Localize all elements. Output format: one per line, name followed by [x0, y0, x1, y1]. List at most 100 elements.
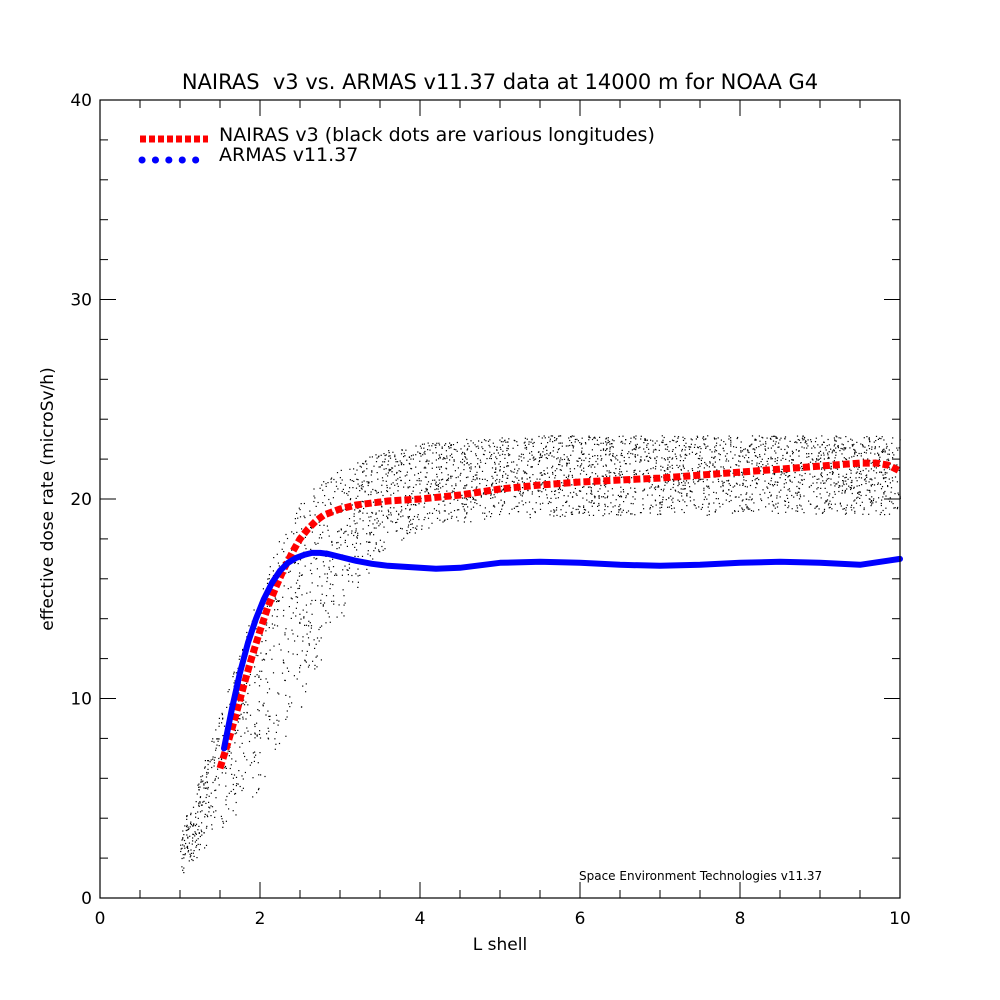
longitude-dot	[373, 465, 375, 467]
longitude-dot	[669, 456, 671, 458]
longitude-dot	[588, 453, 590, 455]
longitude-dot	[420, 480, 422, 482]
longitude-dot	[712, 481, 714, 483]
longitude-dot	[840, 447, 842, 450]
longitude-dot	[851, 444, 853, 446]
longitude-dot	[817, 444, 819, 446]
longitude-dot	[853, 443, 855, 445]
longitude-dot	[230, 752, 232, 754]
longitude-dot	[635, 473, 637, 475]
longitude-dot	[344, 531, 346, 533]
longitude-dot	[583, 467, 585, 469]
longitude-dot	[322, 605, 324, 607]
longitude-dot	[667, 446, 669, 448]
longitude-dot	[197, 843, 199, 845]
longitude-dot	[272, 672, 275, 674]
longitude-dot	[212, 738, 214, 740]
longitude-dot	[864, 478, 866, 480]
longitude-dot	[881, 499, 883, 501]
longitude-dot	[371, 511, 373, 514]
longitude-dot	[468, 445, 470, 447]
longitude-dot	[765, 465, 767, 467]
longitude-dot	[475, 446, 477, 448]
longitude-dot	[514, 468, 516, 470]
longitude-dot	[775, 437, 777, 439]
longitude-dot	[250, 733, 252, 735]
longitude-dot	[898, 494, 900, 496]
longitude-dot	[446, 455, 448, 457]
longitude-dot	[566, 463, 568, 465]
longitude-dot	[619, 461, 621, 463]
longitude-dot	[720, 486, 722, 488]
longitude-dot	[714, 456, 716, 458]
longitude-dot	[635, 445, 637, 447]
longitude-dot	[866, 449, 868, 451]
longitude-dot	[266, 582, 269, 584]
longitude-dot	[655, 504, 657, 506]
longitude-dot	[634, 487, 636, 489]
longitude-dot	[870, 468, 872, 470]
longitude-dot	[788, 488, 790, 490]
longitude-dot	[874, 490, 876, 492]
longitude-dot	[844, 477, 846, 479]
longitude-dot	[194, 825, 197, 827]
longitude-dot	[894, 476, 897, 478]
longitude-dot	[791, 450, 793, 452]
longitude-dot	[617, 494, 619, 496]
longitude-dot	[845, 458, 848, 461]
longitude-dot	[361, 481, 363, 483]
longitude-dot	[619, 465, 622, 467]
longitude-dot	[747, 507, 749, 509]
longitude-dot	[808, 453, 810, 455]
longitude-dot	[671, 464, 673, 466]
longitude-dot	[744, 448, 746, 450]
longitude-dot	[186, 845, 189, 847]
longitude-dot	[645, 439, 647, 441]
longitude-dot	[703, 498, 705, 501]
longitude-dot	[865, 475, 867, 477]
longitude-dot	[281, 672, 284, 674]
longitude-dot	[542, 482, 544, 484]
longitude-dot	[862, 469, 864, 472]
longitude-dot	[213, 759, 215, 761]
longitude-dot	[620, 496, 622, 498]
longitude-dot	[646, 446, 648, 448]
longitude-dot	[801, 483, 804, 485]
longitude-dot	[309, 510, 311, 512]
longitude-dot	[301, 706, 303, 708]
longitude-dot	[539, 490, 541, 492]
longitude-dot	[490, 458, 492, 460]
longitude-dot	[818, 452, 820, 454]
longitude-dot	[381, 505, 383, 507]
longitude-dot	[244, 771, 246, 774]
longitude-dot	[534, 511, 536, 513]
longitude-dot	[870, 500, 872, 502]
longitude-dot	[305, 661, 307, 663]
longitude-dot	[729, 484, 731, 486]
longitude-dot	[259, 737, 262, 739]
longitude-dot	[302, 636, 304, 638]
longitude-dot	[245, 701, 247, 703]
longitude-dot	[407, 486, 409, 488]
longitude-dot	[389, 507, 392, 509]
longitude-dot	[418, 518, 420, 521]
longitude-dot	[608, 441, 611, 443]
longitude-dot	[776, 459, 778, 462]
longitude-dot	[386, 487, 388, 489]
longitude-dot	[212, 781, 214, 784]
longitude-dot	[499, 469, 501, 471]
longitude-dot	[275, 743, 277, 745]
longitude-dot	[513, 481, 515, 483]
longitude-dot	[831, 471, 833, 473]
longitude-dot	[601, 496, 603, 498]
longitude-dot	[570, 454, 572, 456]
longitude-dot	[842, 508, 844, 510]
longitude-dot	[620, 508, 622, 510]
longitude-dot	[568, 437, 570, 439]
longitude-dot	[520, 494, 522, 496]
longitude-dot	[826, 445, 828, 447]
longitude-dot	[524, 447, 526, 449]
longitude-dot	[813, 445, 815, 447]
longitude-dot	[823, 510, 825, 512]
longitude-dot	[581, 459, 583, 461]
